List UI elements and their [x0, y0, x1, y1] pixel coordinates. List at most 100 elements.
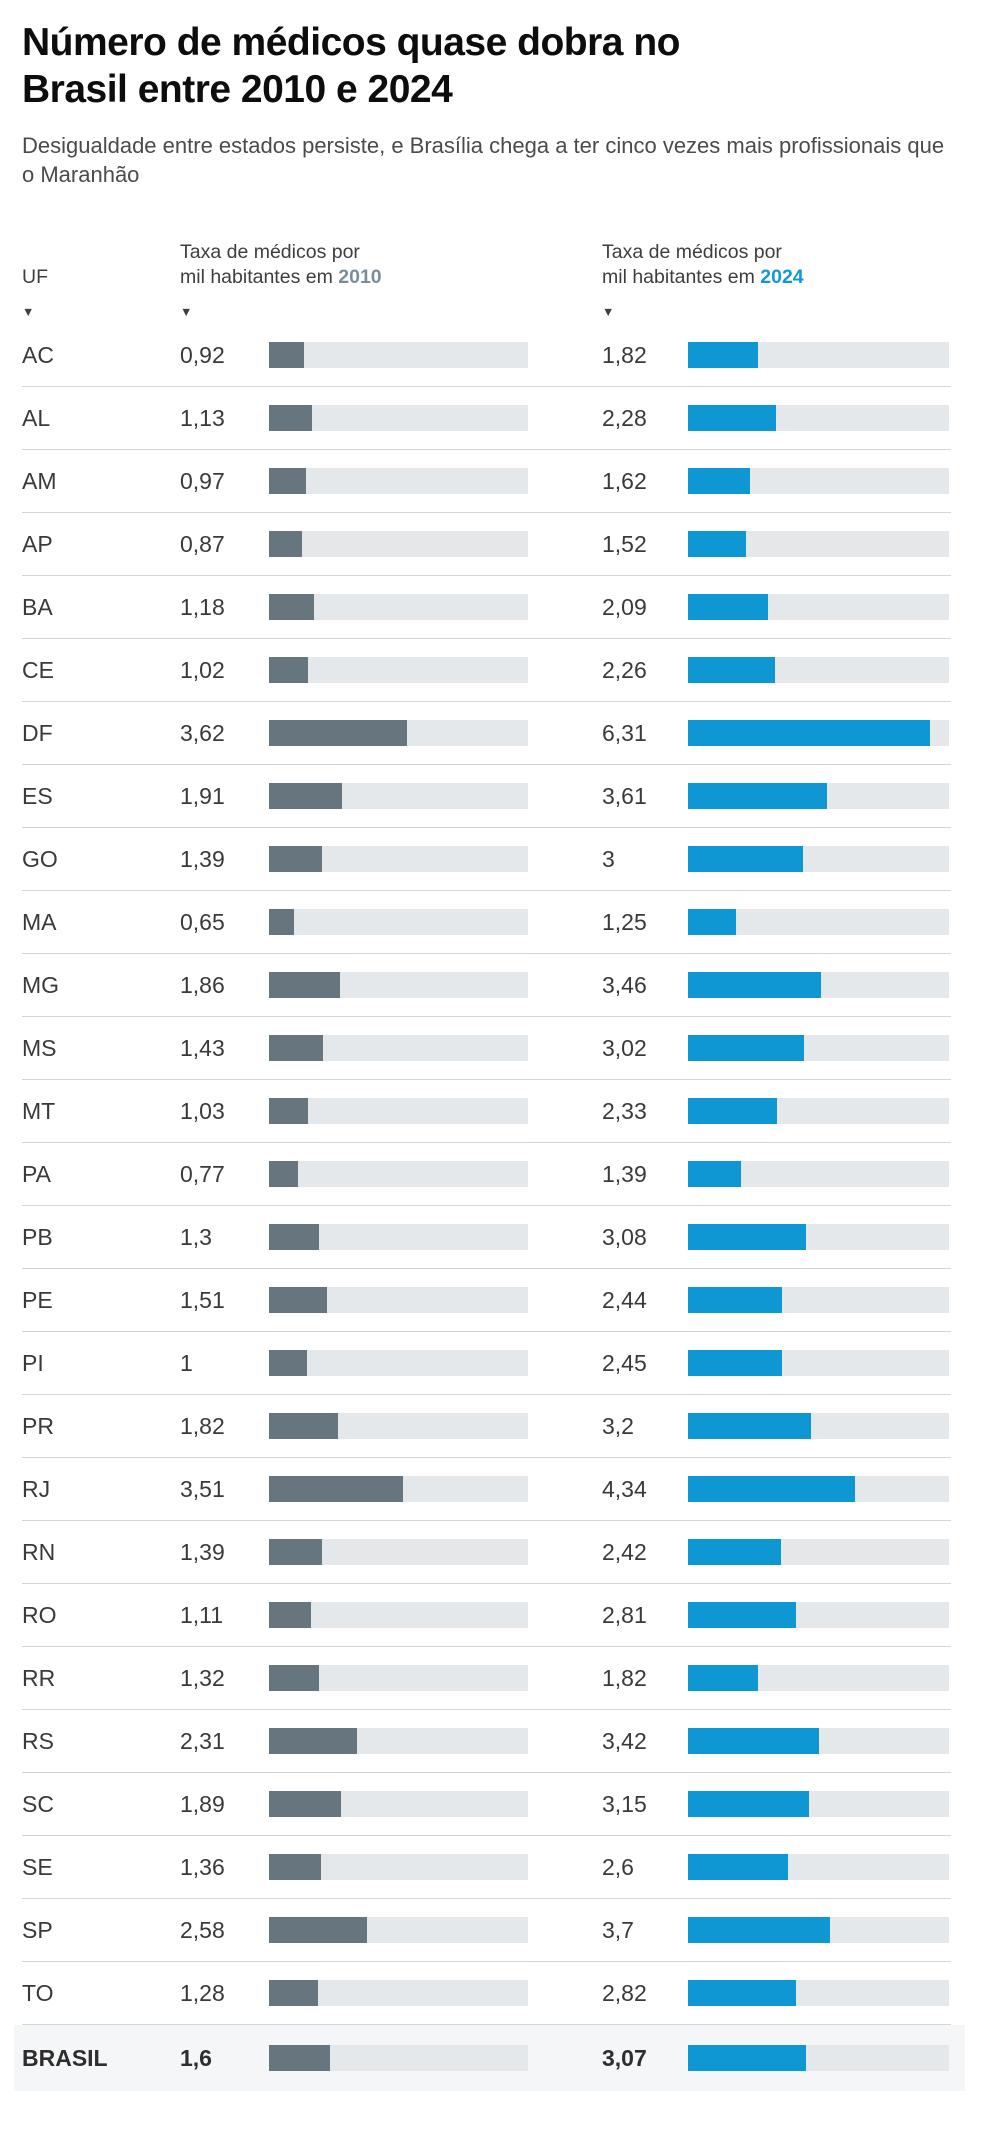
uf-label: SP — [22, 1916, 53, 1943]
bar-track-2024 — [688, 1980, 949, 2007]
uf-label: DF — [22, 719, 53, 746]
table-row: DF 3,62 6,31 — [22, 702, 951, 766]
table-row: MS 1,43 3,02 — [22, 1017, 951, 1081]
bar-fill-2010 — [269, 1161, 299, 1188]
value-2010: 0,77 — [180, 1160, 225, 1187]
value-2010: 1,39 — [180, 845, 225, 872]
bar-fill-2010 — [269, 1287, 327, 1314]
bar-track-2010 — [269, 720, 528, 747]
bar-track-2024 — [688, 2045, 949, 2072]
bar-fill-2010 — [269, 1098, 309, 1125]
uf-label: CE — [22, 656, 54, 683]
value-2010: 0,87 — [180, 530, 225, 557]
uf-label: RJ — [22, 1475, 51, 1502]
bar-track-2024 — [688, 1161, 949, 1188]
value-2010: 1,28 — [180, 1979, 225, 2006]
bar-fill-2024 — [688, 846, 804, 873]
value-2010: 0,65 — [180, 908, 225, 935]
uf-label: PB — [22, 1223, 53, 1250]
bar-track-2010 — [269, 1602, 528, 1629]
bar-track-2010 — [269, 972, 528, 999]
bar-fill-2010 — [269, 1413, 339, 1440]
bar-track-2024 — [688, 1728, 949, 1755]
bar-fill-2024 — [688, 2045, 806, 2072]
bar-fill-2024 — [688, 1413, 811, 1440]
sort-2010-icon[interactable]: ▼ — [180, 304, 193, 319]
bar-track-2010 — [269, 1728, 528, 1755]
value-2024: 3,46 — [602, 971, 647, 998]
bar-track-2024 — [688, 1854, 949, 1881]
value-2010: 1,03 — [180, 1097, 225, 1124]
value-2010: 1,3 — [180, 1223, 212, 1250]
bar-fill-2010 — [269, 1035, 324, 1062]
bar-fill-2024 — [688, 1539, 781, 1566]
bar-track-2010 — [269, 405, 528, 432]
column-header-2010-label: Taxa de médicos por mil habitantes em 20… — [180, 240, 382, 289]
bar-track-2024 — [688, 1287, 949, 1314]
bar-fill-2024 — [688, 909, 736, 936]
table-row: CE 1,02 2,26 — [22, 639, 951, 703]
value-2010: 1,32 — [180, 1664, 225, 1691]
bar-track-2010 — [269, 468, 528, 495]
bar-fill-2010 — [269, 972, 340, 999]
value-2010: 1,02 — [180, 656, 225, 683]
value-2024: 3,08 — [602, 1223, 647, 1250]
bar-track-2024 — [688, 1602, 949, 1629]
bar-track-2010 — [269, 1539, 528, 1566]
value-2024: 2,6 — [602, 1853, 634, 1880]
page-title-line2: Brasil entre 2010 e 2024 — [22, 67, 453, 111]
value-2010: 1,36 — [180, 1853, 225, 1880]
table-row: RR 1,32 1,82 — [22, 1647, 951, 1711]
bar-fill-2010 — [269, 342, 305, 369]
value-2010: 1,82 — [180, 1412, 225, 1439]
uf-label: RR — [22, 1664, 56, 1691]
value-2010: 3,62 — [180, 719, 225, 746]
sort-uf-icon[interactable]: ▼ — [22, 304, 35, 319]
bar-fill-2010 — [269, 468, 306, 495]
bar-track-2010 — [269, 342, 528, 369]
table-row: AC 0,92 1,82 — [22, 324, 951, 388]
value-2010: 0,92 — [180, 341, 225, 368]
uf-label: MA — [22, 908, 57, 935]
sort-2024-icon[interactable]: ▼ — [602, 304, 615, 319]
bar-track-2024 — [688, 468, 949, 495]
table-row: MG 1,86 3,46 — [22, 954, 951, 1018]
value-2024: 2,09 — [602, 593, 647, 620]
bar-track-2010 — [269, 1161, 528, 1188]
bar-fill-2010 — [269, 783, 342, 810]
value-2024: 1,82 — [602, 341, 647, 368]
bar-fill-2010 — [269, 1854, 321, 1881]
bar-track-2024 — [688, 657, 949, 684]
uf-label: BA — [22, 593, 53, 620]
value-2010: 1,11 — [180, 1601, 224, 1628]
bar-track-2010 — [269, 783, 528, 810]
uf-label: PE — [22, 1286, 53, 1313]
value-2024: 3,42 — [602, 1727, 647, 1754]
table-row: RS 2,31 3,42 — [22, 1710, 951, 1774]
bar-fill-2010 — [269, 1917, 368, 1944]
bar-track-2024 — [688, 909, 949, 936]
uf-label: RN — [22, 1538, 56, 1565]
column-header-uf: UF ▼ — [22, 240, 180, 318]
value-2010: 1,6 — [180, 2044, 212, 2071]
value-2024: 2,33 — [602, 1097, 647, 1124]
value-2010: 2,31 — [180, 1727, 225, 1754]
bar-fill-2010 — [269, 594, 314, 621]
bar-track-2010 — [269, 1287, 528, 1314]
page-subtitle: Desigualdade entre estados persiste, e B… — [22, 132, 945, 188]
column-header-2010: Taxa de médicos por mil habitantes em 20… — [180, 240, 528, 318]
value-2010: 1,13 — [180, 404, 225, 431]
bar-fill-2010 — [269, 1224, 319, 1251]
value-2010: 1,43 — [180, 1034, 225, 1061]
bar-track-2024 — [688, 1917, 949, 1944]
uf-label: RS — [22, 1727, 54, 1754]
bar-track-2024 — [688, 405, 949, 432]
uf-label: PR — [22, 1412, 54, 1439]
bar-fill-2010 — [269, 1980, 318, 2007]
table-row: AL 1,13 2,28 — [22, 387, 951, 451]
value-2024: 3,7 — [602, 1916, 634, 1943]
uf-label: AC — [22, 341, 54, 368]
bar-track-2010 — [269, 909, 528, 936]
value-2024: 1,25 — [602, 908, 647, 935]
